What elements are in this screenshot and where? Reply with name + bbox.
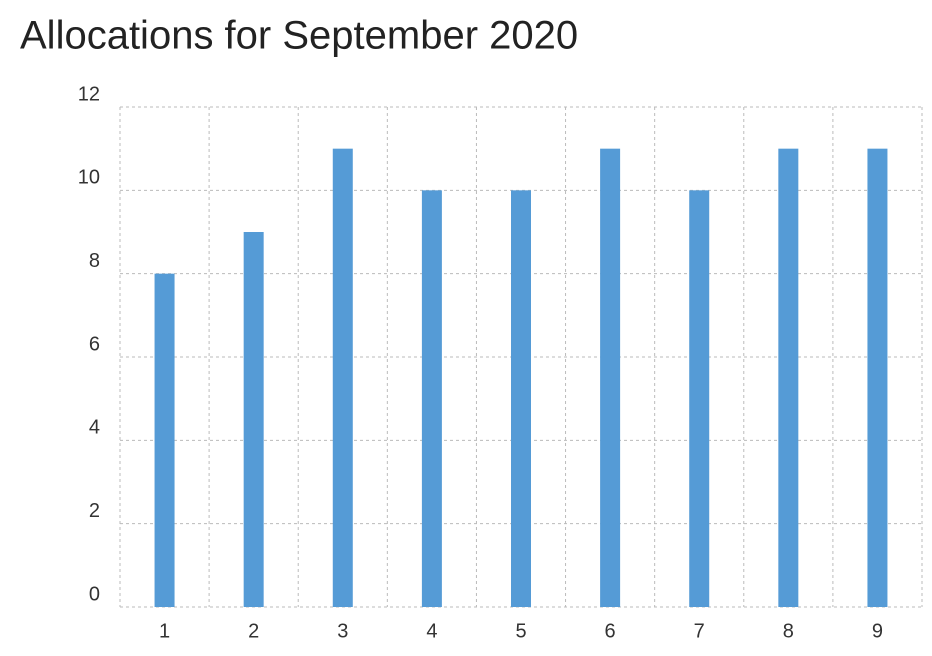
x-tick-label: 3 xyxy=(337,620,348,642)
y-tick-label: 0 xyxy=(89,583,100,605)
y-tick-label: 2 xyxy=(89,500,100,522)
x-tick-label: 5 xyxy=(515,620,526,642)
bar xyxy=(243,232,264,607)
chart-title: Allocations for September 2020 xyxy=(20,14,578,58)
x-tick-label: 4 xyxy=(426,620,437,642)
y-tick-label: 8 xyxy=(89,250,100,272)
bar xyxy=(689,190,710,608)
bar xyxy=(154,273,175,607)
bar xyxy=(421,190,442,608)
x-tick-label: 2 xyxy=(248,620,259,642)
x-tick-label: 6 xyxy=(605,620,616,642)
x-tick-label: 7 xyxy=(694,620,705,642)
y-tick-label: 10 xyxy=(78,167,100,189)
x-tick-label: 9 xyxy=(872,620,883,642)
bar xyxy=(511,190,531,608)
bar xyxy=(778,148,799,607)
y-tick-label: 12 xyxy=(78,83,100,105)
bar xyxy=(867,148,888,607)
x-tick-label: 1 xyxy=(159,620,170,642)
x-tick-label: 8 xyxy=(783,620,794,642)
y-tick-label: 4 xyxy=(89,417,100,439)
bar xyxy=(332,148,353,607)
bar xyxy=(600,148,621,607)
y-tick-label: 6 xyxy=(89,333,100,355)
